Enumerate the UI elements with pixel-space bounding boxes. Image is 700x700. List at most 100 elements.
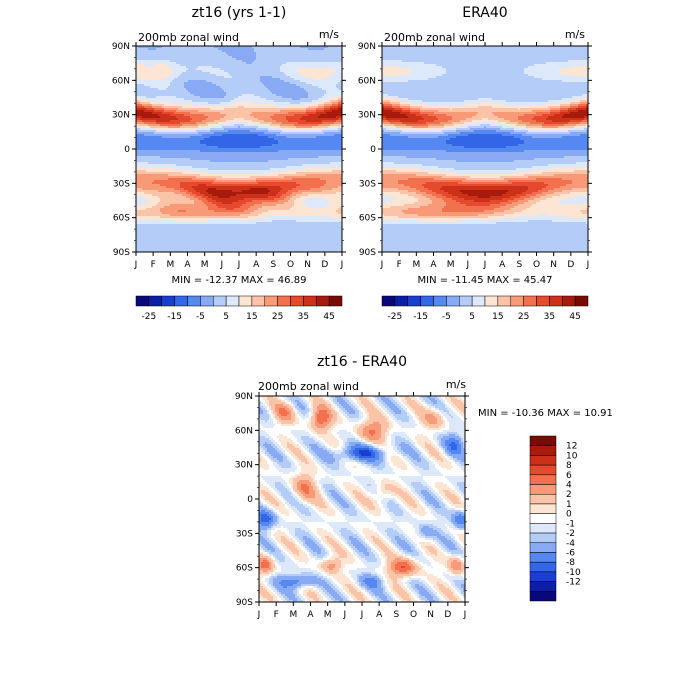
field-cell <box>274 88 277 91</box>
field-cell <box>288 118 291 121</box>
field-cell <box>276 76 279 79</box>
field-cell <box>150 134 153 137</box>
field-cell <box>282 126 285 129</box>
field-cell <box>302 78 305 81</box>
field-cell <box>340 90 342 93</box>
field-cell <box>160 68 163 71</box>
field-cell <box>310 48 313 51</box>
field-cell <box>214 74 217 77</box>
field-cell <box>264 128 267 131</box>
field-cell <box>170 124 173 127</box>
field-cell <box>308 88 311 91</box>
field-cell <box>314 94 317 97</box>
field-cell <box>212 48 215 51</box>
field-cell <box>220 70 223 73</box>
field-cell <box>150 118 153 121</box>
field-cell <box>336 118 339 121</box>
field-cell <box>292 60 295 63</box>
field-cell <box>180 80 183 83</box>
field-cell <box>336 70 339 73</box>
field-cell <box>164 134 167 137</box>
field-cell <box>146 58 149 61</box>
field-cell <box>274 62 277 65</box>
field-cell <box>220 100 223 103</box>
field-cell <box>288 106 291 109</box>
field-cell <box>234 96 237 99</box>
field-cell <box>248 64 251 67</box>
field-cell <box>276 106 279 109</box>
field-cell <box>338 88 341 91</box>
field-cell <box>338 50 341 53</box>
field-cell <box>298 78 301 81</box>
field-cell <box>224 78 227 81</box>
field-cell <box>268 92 271 95</box>
field-cell <box>262 46 265 49</box>
field-cell <box>156 132 159 135</box>
field-cell <box>270 140 273 143</box>
field-cell <box>158 62 161 65</box>
field-cell <box>308 140 311 143</box>
field-cell <box>240 104 243 107</box>
field-cell <box>160 86 163 89</box>
field-cell <box>210 96 213 99</box>
field-cell <box>272 100 275 103</box>
field-cell <box>180 112 183 115</box>
field-cell <box>280 92 283 95</box>
field-cell <box>320 138 323 141</box>
field-cell <box>182 86 185 89</box>
field-cell <box>202 138 205 141</box>
field-cell <box>260 82 263 85</box>
field-cell <box>270 114 273 117</box>
field-cell <box>156 96 159 99</box>
field-cell <box>176 138 179 141</box>
field-cell <box>194 60 197 63</box>
field-cell <box>162 66 165 69</box>
field-cell <box>144 62 147 65</box>
field-cell <box>232 126 235 129</box>
field-cell <box>188 64 191 67</box>
field-cell <box>210 120 213 123</box>
field-cell <box>286 112 289 115</box>
field-cell <box>140 126 143 129</box>
field-cell <box>208 136 211 139</box>
field-cell <box>206 48 209 51</box>
field-cell <box>150 120 153 123</box>
field-cell <box>298 132 301 135</box>
field-cell <box>196 120 199 123</box>
field-cell <box>298 56 301 59</box>
field-cell <box>290 58 293 61</box>
field-cell <box>186 60 189 63</box>
field-cell <box>340 104 342 107</box>
field-cell <box>148 124 151 127</box>
field-cell <box>286 64 289 67</box>
field-cell <box>206 70 209 73</box>
field-cell <box>230 110 233 113</box>
field-cell <box>208 126 211 129</box>
field-cell <box>250 116 253 119</box>
field-cell <box>248 138 251 141</box>
field-cell <box>284 124 287 127</box>
field-cell <box>258 138 261 141</box>
field-cell <box>302 130 305 133</box>
field-cell <box>292 86 295 89</box>
field-cell <box>262 68 265 71</box>
field-cell <box>262 136 265 139</box>
field-cell <box>226 110 229 113</box>
field-cell <box>204 50 207 53</box>
field-cell <box>202 110 205 113</box>
field-cell <box>170 98 173 101</box>
field-cell <box>304 122 307 125</box>
field-cell <box>266 110 269 113</box>
field-cell <box>298 98 301 101</box>
field-cell <box>184 60 187 63</box>
field-cell <box>228 142 231 145</box>
field-cell <box>254 122 257 125</box>
field-cell <box>338 74 341 77</box>
field-cell <box>336 62 339 65</box>
field-cell <box>172 62 175 65</box>
field-cell <box>220 74 223 77</box>
field-cell <box>158 94 161 97</box>
field-cell <box>296 98 299 101</box>
field-cell <box>194 104 197 107</box>
field-cell <box>276 130 279 133</box>
